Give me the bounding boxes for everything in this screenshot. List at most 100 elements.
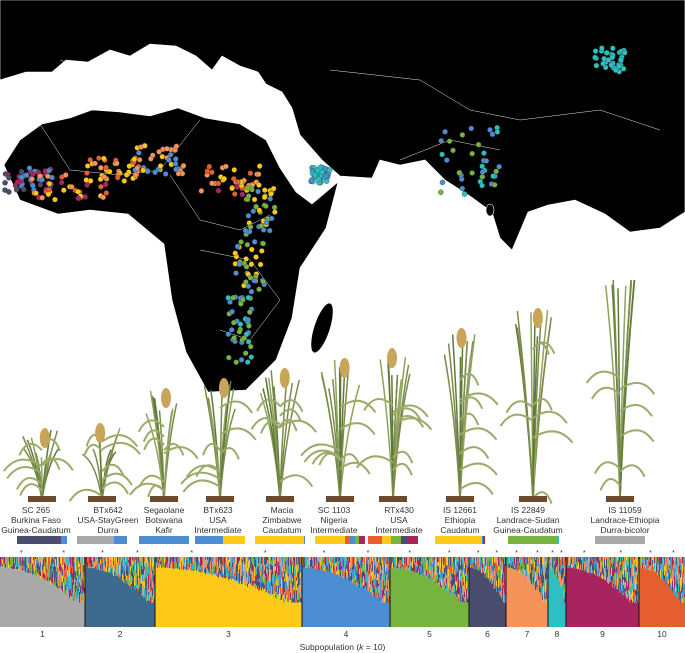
accession-dot [121, 178, 128, 184]
subpopulation-block [85, 557, 156, 627]
x-axis-k: k [359, 642, 364, 652]
accession-dot [262, 187, 268, 193]
accession-dot [238, 357, 245, 363]
accession-dot [134, 165, 140, 171]
accession-dot [46, 167, 52, 174]
accession-dot [103, 164, 109, 171]
accession-dot [103, 190, 110, 196]
specimen-label: IS 12661 Ethiopia Caudatum [440, 505, 479, 535]
accession-dot [167, 151, 174, 158]
ancestry-segment [355, 536, 359, 544]
accession-dot [236, 261, 243, 268]
accession-dot [439, 179, 446, 186]
accession-dot [244, 359, 251, 365]
subpopulation-block [639, 557, 685, 627]
accession-dot [491, 182, 498, 188]
accession-dot [250, 208, 257, 214]
specimen-race: Kafir [155, 525, 173, 535]
accession-dot [39, 195, 45, 201]
accession-dot [92, 160, 98, 167]
accession-dot [6, 189, 12, 195]
accession-dot [126, 163, 133, 169]
sorghum-plant [499, 308, 574, 504]
accession-dot [20, 186, 27, 193]
accession-dot [479, 174, 486, 180]
accession-dot [315, 176, 322, 182]
accession-dot [232, 250, 238, 256]
ancestry-segment [359, 536, 365, 544]
accession-dot [2, 171, 9, 177]
accession-dot [439, 151, 445, 158]
reference-star: * [495, 550, 498, 557]
ancestry-segment [349, 536, 355, 544]
accession-dot [241, 335, 247, 341]
accession-dot [245, 213, 252, 219]
accession-dot [242, 350, 249, 356]
ancestry-segment [508, 536, 558, 544]
subpopulation-label: 3 [226, 629, 231, 639]
accession-dot [256, 163, 263, 169]
subpopulation-label: 10 [657, 629, 667, 639]
accession-dot [229, 185, 235, 192]
accession-dot [46, 180, 53, 187]
specimen-label: SC 265 Burkina Faso Guinea-Caudatum [1, 505, 70, 535]
accession-dot [45, 191, 52, 197]
ancestry-segment [435, 536, 482, 544]
specimen-name: SC 265 [21, 505, 51, 515]
sorghum-plant [250, 368, 317, 502]
specimen-name: RTx430 [384, 505, 414, 515]
accession-dot [98, 165, 104, 171]
accession-dot [450, 147, 456, 154]
accession-dot [259, 248, 265, 254]
accession-dot [268, 215, 275, 222]
accession-dot [26, 165, 33, 171]
ancestry-segment [381, 536, 391, 544]
accession-dot [248, 354, 254, 360]
accession-dot [459, 185, 466, 192]
ancestry-composition-bar [595, 536, 645, 544]
specimen-label: BTx642 USA-StayGreen Durra [78, 505, 139, 535]
accession-dot [140, 167, 146, 174]
specimen-name: SC 1103 [317, 505, 351, 515]
accession-dot [468, 125, 475, 132]
accession-dot [68, 184, 75, 190]
accession-dot [166, 157, 172, 163]
ancestry-segment [195, 536, 223, 544]
ancestry-composition-bar [368, 536, 418, 544]
accession-dot [319, 169, 325, 175]
ancestry-composition-bar [77, 536, 127, 544]
accession-dot [247, 309, 253, 315]
accession-dot [459, 132, 466, 138]
ancestry-segment [77, 536, 114, 544]
specimen-label: RTx430 USA Intermediate [375, 505, 422, 535]
reference-star: * [101, 550, 104, 557]
specimen-name: IS 12661 [442, 505, 478, 515]
accession-dot [30, 182, 36, 189]
accession-dot [226, 354, 232, 361]
specimen-race: Intermediate [310, 525, 358, 535]
accession-dot [204, 168, 211, 174]
accession-dot [232, 191, 238, 197]
accession-dot [45, 173, 51, 180]
specimen-race: Durra [97, 525, 119, 535]
reference-star: * [583, 550, 586, 557]
accession-dot [23, 172, 30, 178]
specimen-origin: Ethiopia [444, 515, 476, 525]
accession-dot [209, 169, 215, 176]
accession-dot [253, 203, 259, 210]
accession-dot [215, 187, 222, 194]
x-axis-title: Subpopulation (k = 10) [0, 642, 685, 652]
accession-dot [244, 185, 251, 191]
reference-star: * [477, 550, 480, 557]
accession-dot [14, 179, 21, 185]
sri-lanka [485, 203, 495, 217]
accession-dot [14, 186, 20, 192]
accession-dot [159, 153, 165, 160]
reference-star: * [672, 550, 675, 557]
specimen-race: Guinea-Caudatum [493, 525, 563, 535]
subpopulation-label: 6 [485, 629, 490, 639]
reference-star: * [560, 550, 563, 557]
specimen-label: IS 22849 Landrace-Sudan Guinea-Caudatum [493, 505, 562, 535]
accession-dot [100, 194, 106, 201]
specimen-label: BTx623 USA Intermediate [194, 505, 241, 535]
